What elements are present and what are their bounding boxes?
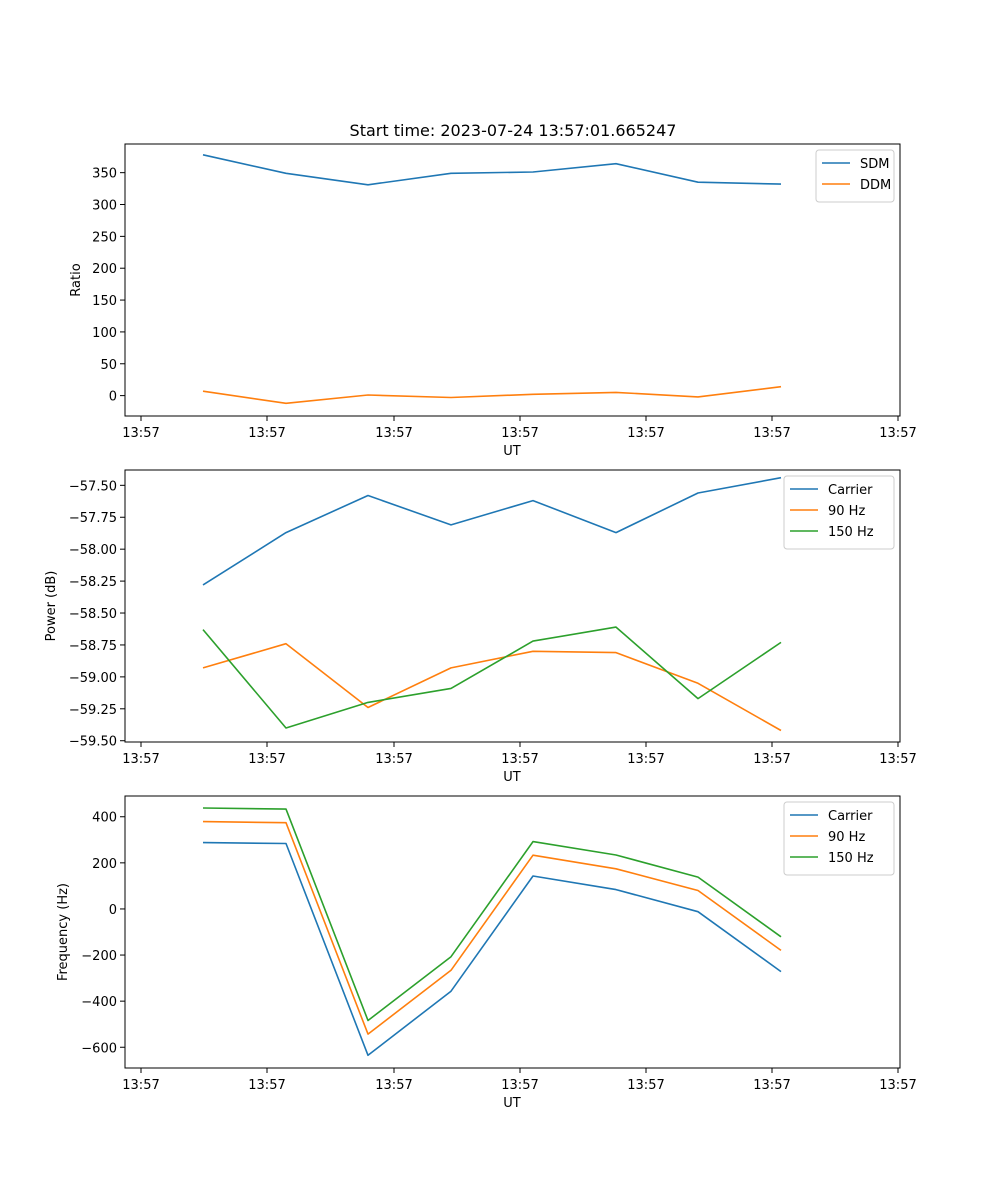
y-tick-label: 150 xyxy=(92,294,117,309)
y-axis-label: Power (dB) xyxy=(44,571,59,642)
legend-entry: 90 Hz xyxy=(828,830,865,845)
series-line-ddm xyxy=(202,385,782,405)
x-tick-label: 13:57 xyxy=(501,1078,538,1093)
x-tick-label: 13:57 xyxy=(248,1078,285,1093)
legend-entry: SDM xyxy=(860,157,889,172)
x-tick-label: 13:57 xyxy=(753,426,790,441)
figure-title: Start time: 2023-07-24 13:57:01.665247 xyxy=(350,121,677,140)
y-tick-label: −57.75 xyxy=(69,511,117,526)
y-tick-label: 250 xyxy=(92,230,117,245)
legend-entry: Carrier xyxy=(828,483,873,498)
series-line-90-hz xyxy=(202,820,782,1035)
x-tick-label: 13:57 xyxy=(375,426,412,441)
x-tick-label: 13:57 xyxy=(501,426,538,441)
y-tick-label: −200 xyxy=(81,949,117,964)
y-tick-label: −59.25 xyxy=(69,703,117,718)
legend-entry: 150 Hz xyxy=(828,851,874,866)
panels: 13:57 13:57 13:57 13:57 13:57 13:57 13:57 UT 0 50… xyxy=(44,143,917,1111)
y-tick-label: −59.50 xyxy=(69,735,117,750)
series-line-90-hz xyxy=(202,642,782,732)
y-tick-label: 300 xyxy=(92,199,117,214)
y-tick-label: 0 xyxy=(109,390,117,405)
series-line-150-hz xyxy=(202,626,782,729)
axes-frame xyxy=(124,469,901,743)
legend-entry: 150 Hz xyxy=(828,525,874,540)
x-tick-label: 13:57 xyxy=(122,1078,159,1093)
legend-entry: Carrier xyxy=(828,809,873,824)
y-axis-label: Frequency (Hz) xyxy=(56,883,71,981)
legend-entry: DDM xyxy=(860,178,891,193)
chart-panel-2: 13:57 13:57 13:57 13:57 13:57 13:57 13:57 UT −59… xyxy=(44,469,917,785)
chart-panel-1: 13:57 13:57 13:57 13:57 13:57 13:57 13:57 UT 0 50… xyxy=(69,143,917,459)
legend: Carrier 90 Hz 150 Hz xyxy=(783,801,895,876)
x-tick-label: 13:57 xyxy=(501,752,538,767)
x-tick-label: 13:57 xyxy=(627,426,664,441)
y-tick-label: 400 xyxy=(92,811,117,826)
x-tick-label: 13:57 xyxy=(375,1078,412,1093)
series-line-carrier xyxy=(202,476,782,586)
x-axis-label: UT xyxy=(503,770,521,785)
legend: SDM DDM xyxy=(815,149,895,203)
y-tick-label: 100 xyxy=(92,326,117,341)
x-tick-label: 13:57 xyxy=(248,752,285,767)
x-tick-label: 13:57 xyxy=(879,426,916,441)
y-tick-label: 200 xyxy=(92,857,117,872)
y-tick-label: −58.50 xyxy=(69,607,117,622)
series-line-150-hz xyxy=(202,807,782,1022)
x-tick-label: 13:57 xyxy=(879,752,916,767)
x-tick-label: 13:57 xyxy=(627,752,664,767)
y-tick-label: 200 xyxy=(92,262,117,277)
legend: Carrier 90 Hz 150 Hz xyxy=(783,475,895,550)
x-tick-label: 13:57 xyxy=(375,752,412,767)
y-tick-label: −59.00 xyxy=(69,671,117,686)
series-line-carrier xyxy=(202,841,782,1057)
y-tick-label: −400 xyxy=(81,995,117,1010)
axes-frame xyxy=(124,143,901,417)
axes-frame xyxy=(124,795,901,1069)
y-tick-label: 50 xyxy=(100,358,117,373)
series-line-sdm xyxy=(202,154,782,186)
chart-panel-3: 13:57 13:57 13:57 13:57 13:57 13:57 13:57 UT −60… xyxy=(56,795,917,1111)
x-axis-label: UT xyxy=(503,444,521,459)
y-tick-label: −58.75 xyxy=(69,639,117,654)
y-axis-label: Ratio xyxy=(69,263,84,296)
x-tick-label: 13:57 xyxy=(879,1078,916,1093)
y-tick-label: −600 xyxy=(81,1041,117,1056)
y-tick-label: −57.50 xyxy=(69,479,117,494)
x-tick-label: 13:57 xyxy=(122,426,159,441)
x-tick-label: 13:57 xyxy=(753,1078,790,1093)
legend-entry: 90 Hz xyxy=(828,504,865,519)
y-tick-label: 350 xyxy=(92,167,117,182)
x-tick-label: 13:57 xyxy=(248,426,285,441)
y-tick-label: 0 xyxy=(109,903,117,918)
x-tick-label: 13:57 xyxy=(627,1078,664,1093)
x-axis-label: UT xyxy=(503,1096,521,1111)
x-tick-label: 13:57 xyxy=(753,752,790,767)
y-tick-label: −58.00 xyxy=(69,543,117,558)
x-tick-label: 13:57 xyxy=(122,752,159,767)
y-tick-label: −58.25 xyxy=(69,575,117,590)
